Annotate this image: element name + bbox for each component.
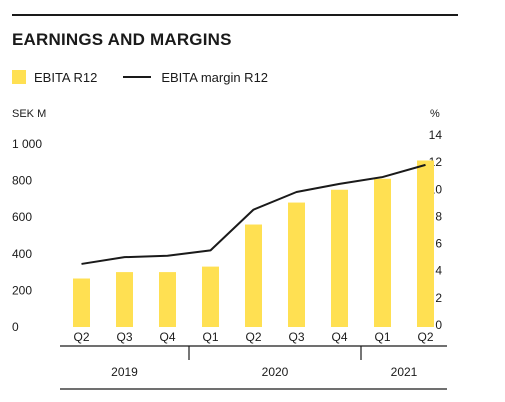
right-axis-tick-label: 0: [435, 318, 442, 332]
x-axis-tick-label: Q2: [417, 330, 433, 344]
x-axis-tick-label: Q1: [374, 330, 390, 344]
bar: [202, 266, 219, 327]
right-axis-tick-label: 8: [435, 209, 442, 223]
legend-bar-swatch: [12, 70, 26, 84]
legend-line-label: EBITA margin R12: [161, 69, 269, 85]
right-axis-unit: %: [430, 108, 440, 120]
x-axis-tick-label: Q2: [73, 330, 89, 344]
right-axis-tick-label: 14: [429, 128, 443, 142]
year-label: 2019: [111, 365, 138, 379]
right-axis-tick-label: 4: [435, 264, 442, 278]
legend-line-swatch: [123, 76, 152, 78]
bar: [116, 272, 133, 327]
bar: [331, 189, 348, 327]
legend-bar-label: EBITA R12: [34, 69, 98, 85]
left-axis-tick-label: 200: [12, 283, 32, 297]
x-axis-tick-label: Q1: [202, 330, 218, 344]
top-rule: [12, 14, 458, 16]
year-label: 2021: [391, 365, 418, 379]
left-axis-tick-label: 0: [12, 320, 19, 334]
x-axis-tick-label: Q3: [288, 330, 304, 344]
bar: [73, 278, 90, 327]
x-axis-tick-label: Q4: [159, 330, 175, 344]
x-axis-tick-label: Q3: [116, 330, 132, 344]
bar: [159, 272, 176, 327]
left-axis-unit: SEK M: [12, 108, 47, 120]
left-axis-tick-label: 800: [12, 174, 32, 188]
bar: [245, 224, 262, 327]
left-axis-tick-label: 600: [12, 210, 32, 224]
chart-title: EARNINGS AND MARGINS: [12, 30, 232, 49]
bar: [288, 202, 305, 327]
x-axis-tick-label: Q2: [245, 330, 261, 344]
x-axis-tick-label: Q4: [331, 330, 347, 344]
right-axis-tick-label: 2: [435, 291, 442, 305]
bar: [374, 178, 391, 327]
left-axis-tick-label: 400: [12, 247, 32, 261]
bar: [417, 160, 434, 327]
right-axis-tick-label: 6: [435, 237, 442, 251]
margin-line: [81, 163, 426, 265]
legend: EBITA R12 EBITA margin R12: [12, 68, 268, 86]
year-label: 2020: [262, 365, 289, 379]
left-axis-tick-label: 1 000: [12, 137, 42, 151]
